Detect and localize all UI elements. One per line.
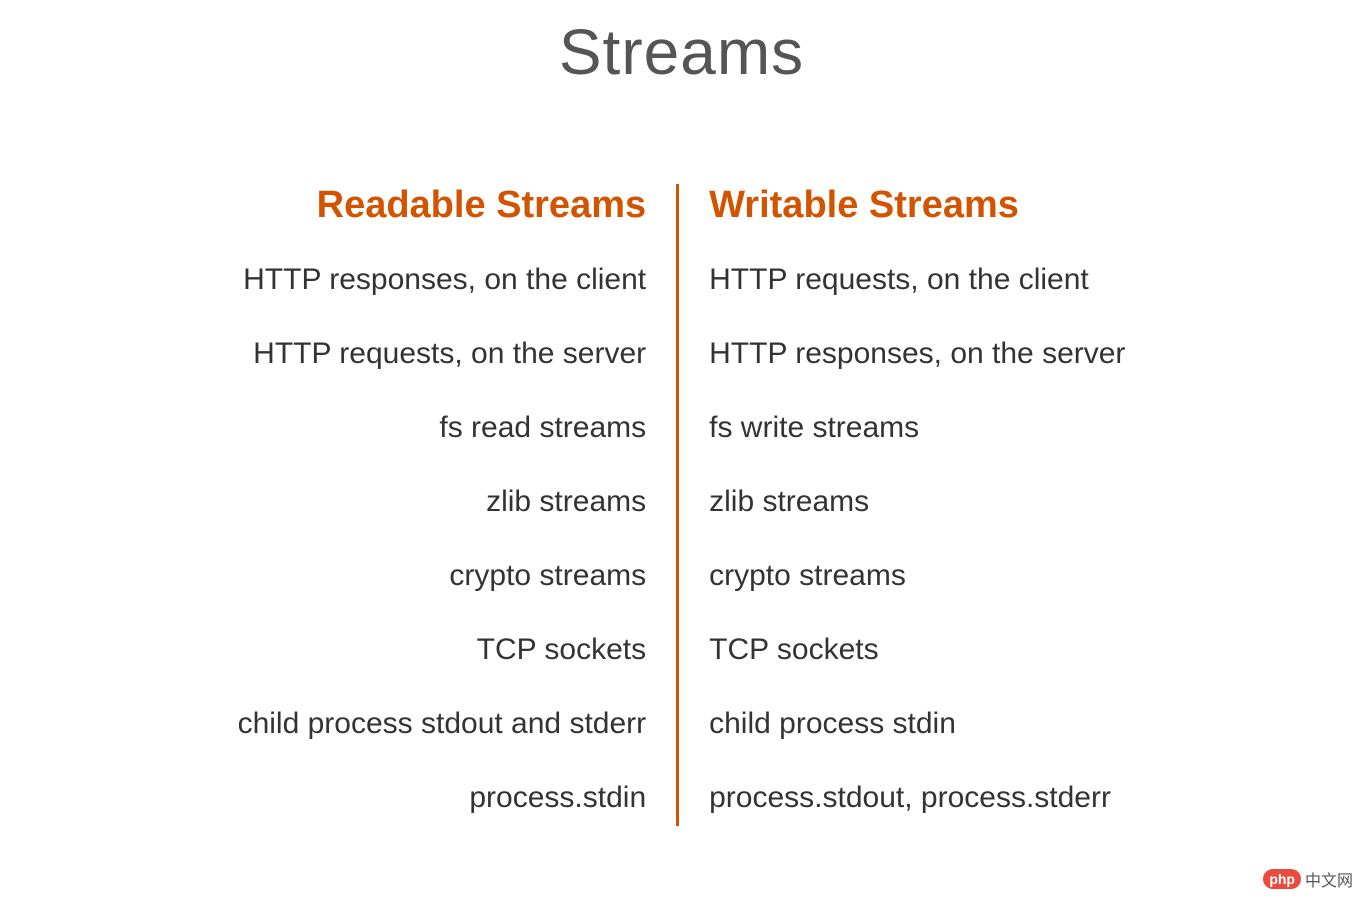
readable-header: Readable Streams bbox=[238, 184, 647, 227]
list-item: child process stdin bbox=[709, 706, 1125, 742]
list-item: process.stdout, process.stderr bbox=[709, 780, 1125, 816]
list-item: fs write streams bbox=[709, 410, 1125, 446]
list-item: zlib streams bbox=[238, 484, 647, 520]
list-item: TCP sockets bbox=[709, 632, 1125, 668]
list-item: crypto streams bbox=[238, 558, 647, 594]
list-item: zlib streams bbox=[709, 484, 1125, 520]
writable-streams-column: Writable Streams HTTP requests, on the c… bbox=[679, 184, 1125, 826]
list-item: HTTP responses, on the server bbox=[709, 336, 1125, 372]
list-item: HTTP requests, on the server bbox=[238, 336, 647, 372]
list-item: process.stdin bbox=[238, 780, 647, 816]
page-title: Streams bbox=[0, 0, 1363, 89]
watermark: php 中文网 bbox=[1263, 867, 1353, 891]
watermark-text: 中文网 bbox=[1305, 867, 1353, 891]
list-item: fs read streams bbox=[238, 410, 647, 446]
list-item: HTTP responses, on the client bbox=[238, 262, 647, 298]
writable-header: Writable Streams bbox=[709, 184, 1125, 227]
list-item: HTTP requests, on the client bbox=[709, 262, 1125, 298]
list-item: child process stdout and stderr bbox=[238, 706, 647, 742]
list-item: TCP sockets bbox=[238, 632, 647, 668]
list-item: crypto streams bbox=[709, 558, 1125, 594]
readable-streams-column: Readable Streams HTTP responses, on the … bbox=[238, 184, 680, 826]
streams-table: Readable Streams HTTP responses, on the … bbox=[0, 184, 1363, 826]
watermark-badge: php bbox=[1263, 869, 1301, 889]
